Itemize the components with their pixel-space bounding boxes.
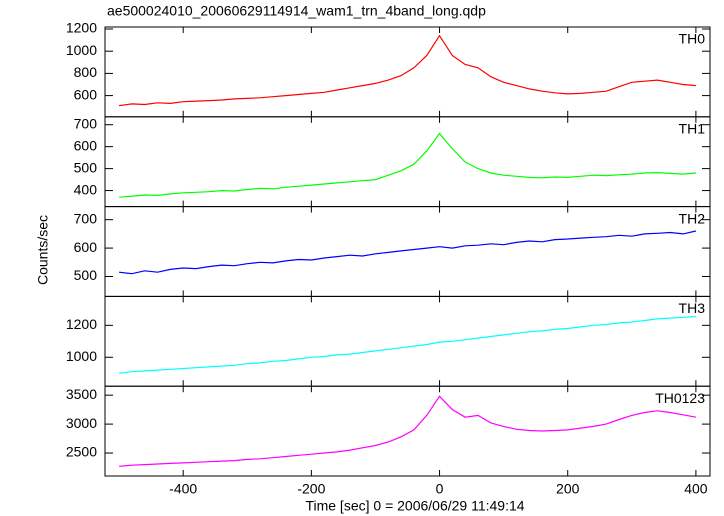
chart-title: ae500024010_20060629114914_wam1_trn_4ban… xyxy=(107,3,486,19)
series-name: TH0123 xyxy=(655,390,705,406)
y-tick-label: 3500 xyxy=(66,386,97,402)
series-name: TH1 xyxy=(679,121,706,137)
x-tick-label: 200 xyxy=(556,481,580,497)
panel-frame xyxy=(104,206,711,297)
y-tick-label: 500 xyxy=(74,159,98,175)
y-tick-label: 2500 xyxy=(66,444,97,460)
x-tick-label: 0 xyxy=(436,481,444,497)
x-tick-label: -200 xyxy=(297,481,325,497)
x-axis-label: Time [sec] 0 = 2006/06/29 11:49:14 xyxy=(305,498,524,514)
y-tick-label: 500 xyxy=(74,267,98,283)
series-line xyxy=(119,132,696,198)
series-line xyxy=(119,315,696,374)
y-tick-label: 700 xyxy=(74,210,98,226)
series-name: TH0 xyxy=(679,31,706,47)
x-tick-label: -400 xyxy=(169,481,197,497)
y-tick-label: 1000 xyxy=(66,348,97,364)
panel-frame xyxy=(104,295,711,387)
x-tick-label: 400 xyxy=(684,481,708,497)
y-tick-label: 800 xyxy=(74,64,98,80)
series-name: TH3 xyxy=(679,300,706,316)
series-line xyxy=(119,230,697,275)
y-tick-label: 1200 xyxy=(66,20,97,36)
y-tick-label: 400 xyxy=(74,181,98,197)
series-name: TH2 xyxy=(679,210,706,226)
y-axis-label: Counts/sec xyxy=(35,215,51,285)
series-line xyxy=(119,395,697,467)
y-tick-label: 3000 xyxy=(66,415,97,431)
y-tick-label: 600 xyxy=(74,86,98,102)
y-tick-label: 700 xyxy=(74,115,98,131)
y-tick-label: 1200 xyxy=(66,316,97,332)
y-tick-label: 600 xyxy=(74,137,98,153)
y-tick-label: 1000 xyxy=(66,42,97,58)
panel-frame xyxy=(104,116,711,208)
series-line xyxy=(119,34,696,107)
panel-frame xyxy=(104,385,711,477)
y-tick-label: 600 xyxy=(74,239,98,255)
